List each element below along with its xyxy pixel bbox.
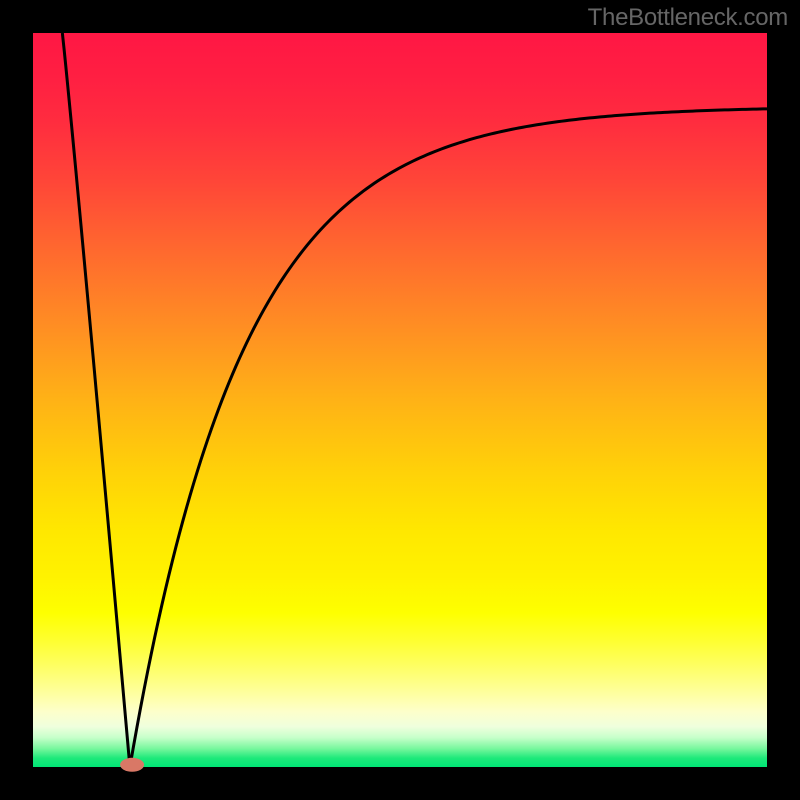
plot-gradient	[33, 33, 767, 767]
optimal-point-marker	[120, 758, 144, 772]
chart-container: TheBottleneck.com	[0, 0, 800, 800]
watermark-text: TheBottleneck.com	[588, 4, 788, 32]
bottleneck-chart	[0, 0, 800, 800]
